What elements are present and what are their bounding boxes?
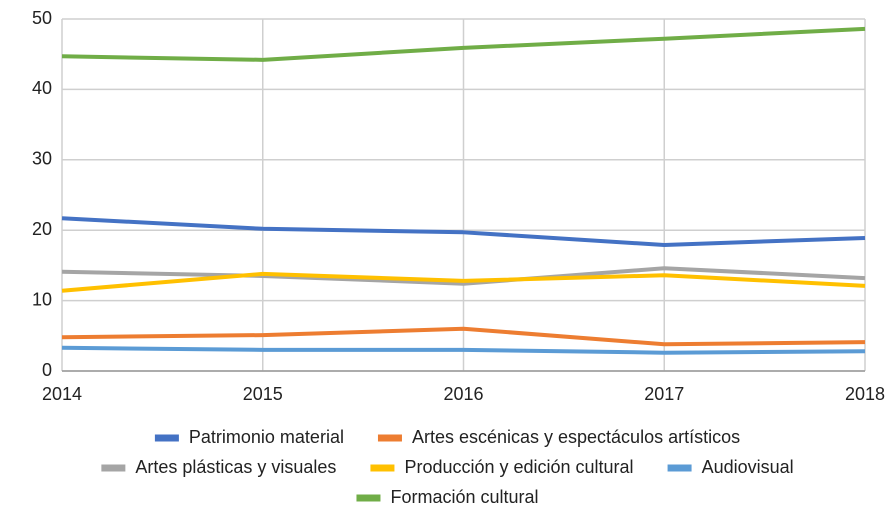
legend-label: Formación cultural: [390, 487, 538, 507]
legend-swatch: [101, 464, 126, 472]
series-line: [61, 326, 866, 347]
legend-label: Audiovisual: [702, 457, 794, 477]
y-tick-label: 20: [32, 219, 52, 239]
series-line: [61, 216, 866, 247]
legend-swatch: [667, 464, 692, 472]
x-tick-label: 2014: [42, 384, 82, 404]
y-tick-label: 30: [32, 149, 52, 169]
series-line: [61, 266, 866, 286]
y-tick-label: 50: [32, 8, 52, 28]
legend-label: Patrimonio material: [189, 427, 344, 447]
x-tick-label: 2018: [845, 384, 885, 404]
legend-swatch: [154, 434, 179, 442]
x-tick-label: 2017: [644, 384, 684, 404]
y-tick-label: 0: [42, 360, 52, 380]
legend-label: Artes escénicas y espectáculos artístico…: [412, 427, 740, 447]
series-line: [61, 271, 866, 293]
legend-swatch: [356, 494, 381, 502]
x-tick-label: 2016: [443, 384, 483, 404]
series-line: [61, 26, 866, 62]
legend-swatch: [377, 434, 402, 442]
y-tick-label: 40: [32, 78, 52, 98]
legend-label: Producción y edición cultural: [404, 457, 633, 477]
series-line: [61, 345, 866, 355]
legend-label: Artes plásticas y visuales: [135, 457, 336, 477]
y-tick-label: 10: [32, 289, 52, 309]
x-tick-label: 2015: [243, 384, 283, 404]
legend-swatch: [370, 464, 395, 472]
